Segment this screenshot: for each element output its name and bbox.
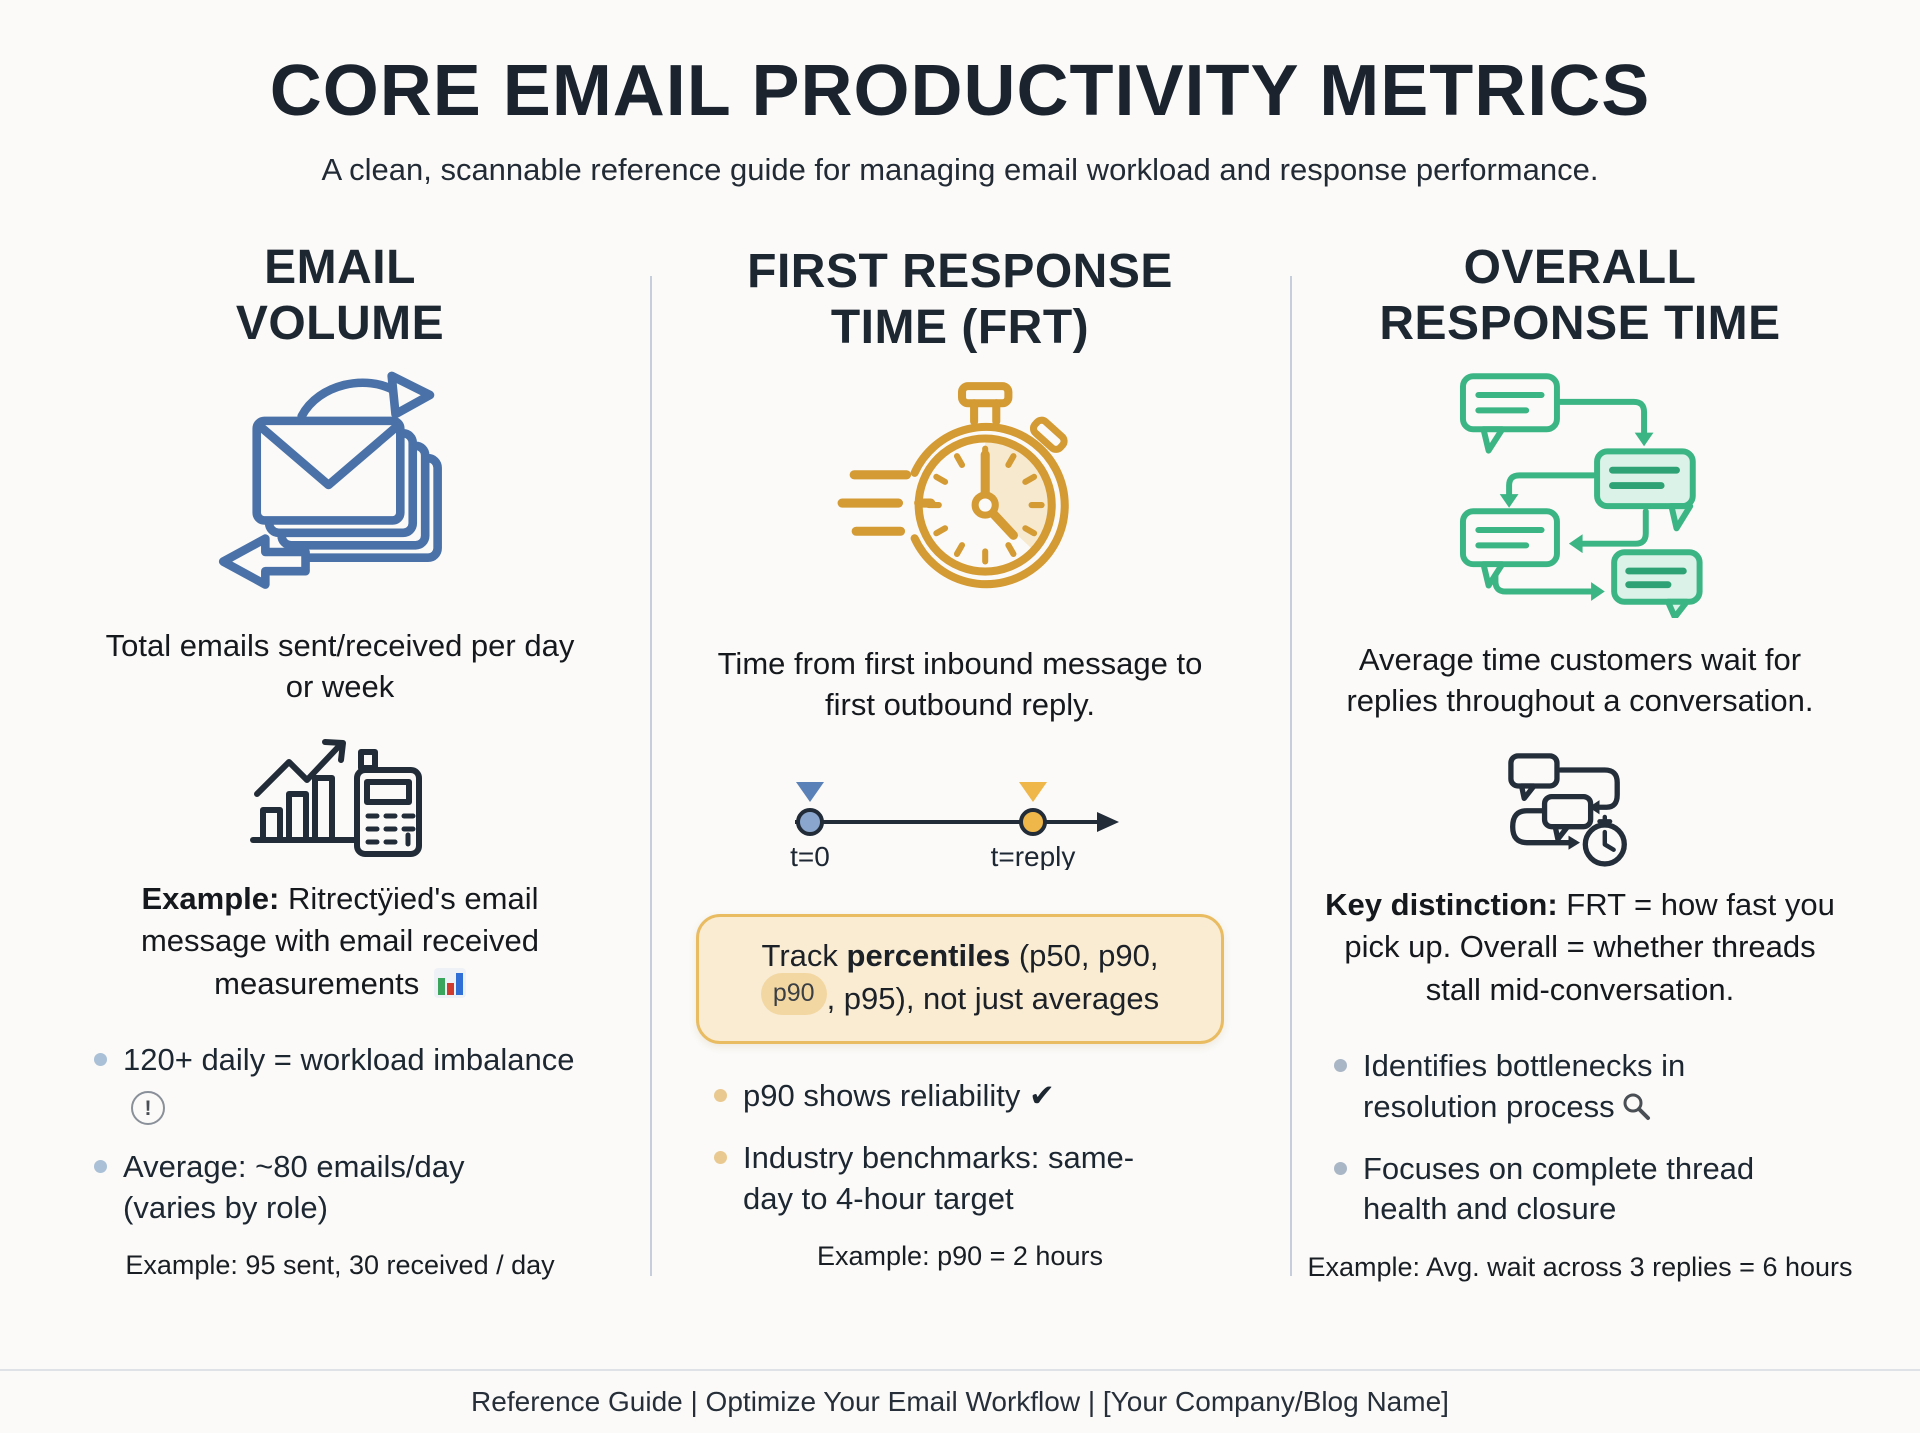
example-label: Example: — [141, 881, 280, 917]
callout-text: , p95), not just averages — [826, 980, 1160, 1016]
frt-footnote: Example: p90 = 2 hours — [817, 1241, 1103, 1271]
frt-highlight-note: Track percentiles (p50, p90, p90, p95), … — [696, 914, 1224, 1062]
key-distinction-text: FRT = how fast you pick up. Overall = wh… — [1344, 887, 1835, 1007]
list-item: Average: ~80 emails/day (varies by role) — [94, 1147, 586, 1228]
bullet-dot — [94, 1160, 107, 1174]
example-text: Ritrectÿied's email message with email r… — [140, 881, 539, 1001]
heading-line-2: VOLUME — [235, 297, 445, 351]
heading-line-2: TIME (FRT) — [830, 301, 1090, 355]
volume-footnote: Example: 95 sent, 30 received / day — [125, 1249, 555, 1280]
heading-line-1: EMAIL — [264, 241, 416, 294]
column-heading-email-volume: EMAIL VOLUME — [236, 240, 444, 352]
heading-line-2: RESPONSE TIME — [1379, 297, 1781, 351]
overall-bullet-list: Identifies bottlenecks in resolution pro… — [1334, 1046, 1826, 1251]
bar-chart-calculator-icon — [245, 732, 435, 862]
footer-text: Reference Guide | Optimize Your Email Wo… — [471, 1386, 1449, 1417]
timeline-start-label: t=0 — [790, 841, 830, 870]
bar-chart-emoji-icon — [433, 967, 466, 998]
callout-bold-text: percentiles — [846, 938, 1011, 974]
chat-thread-flow-icon — [1430, 366, 1730, 619]
bullet-dot — [1334, 1059, 1347, 1073]
list-item: Focuses on complete thread health and cl… — [1334, 1149, 1826, 1230]
column-email-volume: EMAIL VOLUME Total — [30, 226, 650, 1306]
callout-text: (p50, p90, — [1010, 938, 1159, 974]
volume-description: Total emails sent/received per day or we… — [105, 628, 575, 705]
bullet-dot — [94, 1053, 107, 1067]
timeline-end-label: t=reply — [991, 841, 1076, 870]
bullet-text: 120+ daily = workload imbalance! — [123, 1040, 586, 1126]
list-item: Identifies bottlenecks in resolution pro… — [1334, 1046, 1826, 1127]
frt-bullet-list: p90 shows reliability ✔ Industry benchma… — [714, 1076, 1206, 1241]
columns-area: EMAIL VOLUME Total — [0, 226, 1920, 1306]
heading-line-1: OVERALL — [1463, 241, 1697, 294]
frt-timeline-diagram: t=0 t=reply — [725, 742, 1195, 898]
overall-footnote: Example: Avg. wait across 3 replies = 6 … — [1307, 1251, 1853, 1282]
column-divider — [1289, 276, 1292, 1276]
p90-badge: p90 — [760, 972, 827, 1016]
column-divider — [649, 276, 652, 1276]
stacked-envelopes-send-receive-arrows-icon — [206, 366, 474, 604]
callout-text: Track — [761, 938, 847, 974]
column-first-response-time: FIRST RESPONSE TIME (FRT) — [650, 226, 1270, 1306]
bullet-text: p90 shows reliability ✔ — [743, 1078, 1055, 1114]
bullet-text: Industry benchmarks: same-day to 4-hour … — [743, 1140, 1135, 1216]
list-item: Industry benchmarks: same-day to 4-hour … — [714, 1138, 1206, 1219]
list-item: 120+ daily = workload imbalance! — [94, 1040, 586, 1126]
bullet-text: Average: ~80 emails/day (varies by role) — [123, 1149, 465, 1225]
overall-key-distinction: Key distinction: FRT = how fast you pick… — [1315, 884, 1845, 1032]
column-heading-frt: FIRST RESPONSE TIME (FRT) — [747, 240, 1173, 360]
overall-description: Average time customers wait for replies … — [1346, 642, 1814, 719]
bullet-dot — [714, 1089, 727, 1103]
column-heading-overall: OVERALL RESPONSE TIME — [1379, 240, 1780, 352]
chat-bubbles-clock-icon — [1490, 750, 1670, 868]
speeding-stopwatch-icon — [834, 374, 1086, 622]
heading-line-1: FIRST RESPONSE — [747, 244, 1173, 298]
footer-bar: Reference Guide | Optimize Your Email Wo… — [0, 1369, 1920, 1433]
bullet-dot — [1334, 1161, 1347, 1175]
frt-description: Time from first inbound message to first… — [717, 646, 1203, 723]
bullet-dot — [714, 1151, 727, 1165]
bullet-text: Identifies bottlenecks in resolution pro… — [1363, 1048, 1686, 1124]
volume-example-note: Example: Ritrectÿied's email message wit… — [105, 878, 575, 1026]
alert-exclamation-icon: ! — [131, 1091, 165, 1126]
page-title: CORE EMAIL PRODUCTIVITY METRICS — [269, 51, 1651, 131]
percentiles-callout-box: Track percentiles (p50, p90, p90, p95), … — [696, 914, 1224, 1045]
volume-bullet-list: 120+ daily = workload imbalance! Average… — [94, 1040, 586, 1250]
list-item: p90 shows reliability ✔ — [714, 1076, 1206, 1116]
key-distinction-label: Key distinction: — [1325, 887, 1558, 923]
page-subtitle: A clean, scannable reference guide for m… — [321, 152, 1599, 187]
bullet-text: Focuses on complete thread health and cl… — [1363, 1150, 1755, 1227]
magnifier-icon — [1623, 1093, 1650, 1120]
column-overall-response-time: OVERALL RESPONSE TIME — [1270, 226, 1890, 1306]
